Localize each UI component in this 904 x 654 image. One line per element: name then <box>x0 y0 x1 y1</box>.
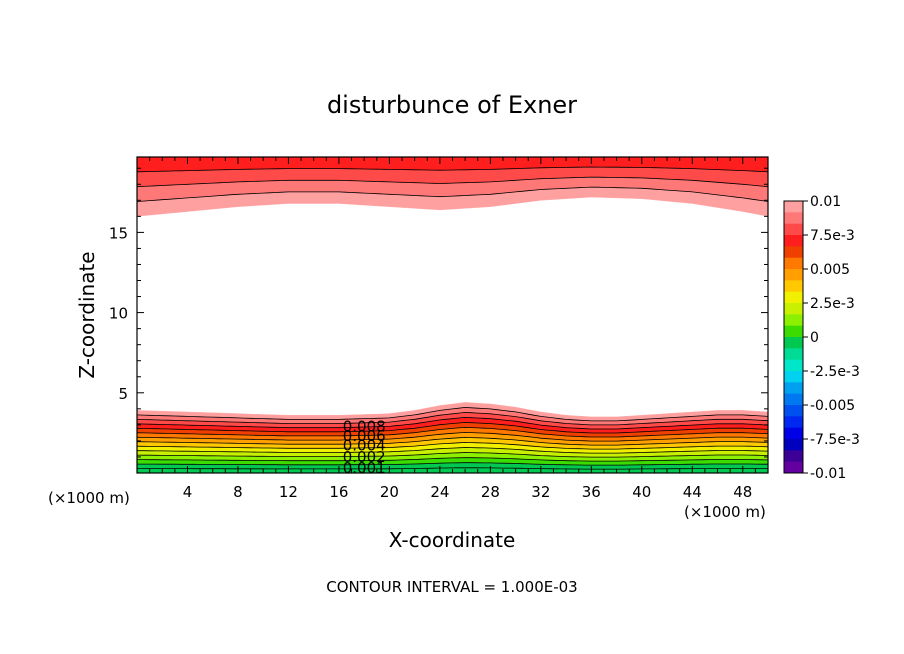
colorbar-swatch-18 <box>784 405 803 417</box>
contour-interval-note: CONTOUR INTERVAL = 1.000E-03 <box>326 578 577 596</box>
x-unit-right: (×1000 m) <box>684 503 766 521</box>
x-tick-label-4: 20 <box>380 483 399 501</box>
colorbar-swatch-8 <box>784 291 803 304</box>
x-tick-label-9: 40 <box>632 483 651 501</box>
y-tick-label-0: 5 <box>118 385 128 403</box>
x-tick-label-5: 24 <box>430 483 449 501</box>
colorbar-swatch-23 <box>784 461 803 474</box>
colorbar-swatch-3 <box>784 235 803 247</box>
colorbar: 0.01 7.5e-3 0.005 2.5e-3 0 -2.5e-3 -0.005 -7.5e… <box>783 194 860 482</box>
colorbar-label-7: -7.5e-3 <box>810 432 860 448</box>
x-tick-label-0: 4 <box>183 483 193 501</box>
x-tick-label-3: 16 <box>329 483 348 501</box>
lower-contour-line-13 <box>137 406 768 422</box>
colorbar-label-3: 2.5e-3 <box>810 296 855 312</box>
colorbar-swatch-9 <box>784 303 803 315</box>
colorbar-swatch-22 <box>784 450 803 463</box>
colorbar-label-4: 0 <box>810 330 819 346</box>
colorbar-swatch-21 <box>784 439 803 451</box>
colorbar-label-2: 0.005 <box>810 262 850 278</box>
colorbar-swatch-10 <box>784 314 803 327</box>
lower-contour-line-10 <box>137 421 768 434</box>
lower-contour-line-12 <box>137 411 768 426</box>
x-tick-label-8: 36 <box>582 483 601 501</box>
contour-lines <box>137 166 768 470</box>
colorbar-swatch-17 <box>784 393 803 406</box>
colorbar-swatch-7 <box>784 280 803 293</box>
upper-contour-line-2 <box>137 176 768 188</box>
colorbar-label-5: -2.5e-3 <box>810 364 860 380</box>
upper-contour-line-3 <box>137 166 768 173</box>
colorbar-swatch-0 <box>784 201 803 213</box>
upper-contour-bands <box>137 157 768 217</box>
lower-contour-line-8 <box>137 431 768 442</box>
contour-label-4: 0.001 <box>343 459 386 477</box>
lower-contour-line-5 <box>137 447 768 454</box>
x-unit-left: (×1000 m) <box>48 489 130 507</box>
lower-contour-line-11 <box>137 416 768 430</box>
y-axis-label: Z-coordinate <box>75 251 99 378</box>
colorbar-swatch-4 <box>784 246 803 259</box>
x-tick-label-1: 8 <box>233 483 243 501</box>
colorbar-label-6: -0.005 <box>810 398 855 414</box>
contour-label-1: 0.006 <box>343 427 386 445</box>
colorbar-swatch-1 <box>784 212 803 225</box>
contour-label-2: 0.004 <box>343 437 386 455</box>
colorbar-label-8: -0.01 <box>810 466 846 482</box>
colorbar-swatch-19 <box>784 416 803 429</box>
colorbar-swatch-2 <box>784 223 803 236</box>
upper-contour-line-1 <box>137 186 768 202</box>
lower-contour-line-1 <box>137 467 768 470</box>
y-tick-label-2: 15 <box>109 224 128 242</box>
colorbar-swatch-15 <box>784 371 803 383</box>
x-tick-label-10: 44 <box>683 483 702 501</box>
colorbar-label-1: 7.5e-3 <box>810 228 855 244</box>
x-tick-label-2: 12 <box>279 483 298 501</box>
colorbar-label-0: 0.01 <box>810 194 841 210</box>
colorbar-swatch-12 <box>784 337 803 349</box>
colorbar-swatch-13 <box>784 348 803 361</box>
x-axis-label: X-coordinate <box>389 528 516 552</box>
chart-title: disturbunce of Exner <box>327 91 577 119</box>
x-tick-label-11: 48 <box>733 483 752 501</box>
colorbar-swatch-11 <box>784 325 803 338</box>
lower-contour-line-7 <box>137 436 768 446</box>
lower-contour-line-9 <box>137 426 768 438</box>
x-tick-label-7: 32 <box>531 483 550 501</box>
contour-label-3: 0.002 <box>343 448 386 466</box>
colorbar-swatch-20 <box>784 427 803 440</box>
lower-contour-line-2 <box>137 462 768 466</box>
lower-contour-line-6 <box>137 441 768 450</box>
lower-contour-line-3 <box>137 457 768 462</box>
contour-label-0: 0.008 <box>343 418 386 436</box>
colorbar-swatch-6 <box>784 269 803 281</box>
x-tick-label-6: 28 <box>481 483 500 501</box>
colorbar-swatch-5 <box>784 257 803 270</box>
colorbar-swatch-14 <box>784 359 803 372</box>
y-tick-label-1: 10 <box>109 305 128 323</box>
lower-contour-line-4 <box>137 452 768 458</box>
colorbar-swatch-16 <box>784 382 803 395</box>
